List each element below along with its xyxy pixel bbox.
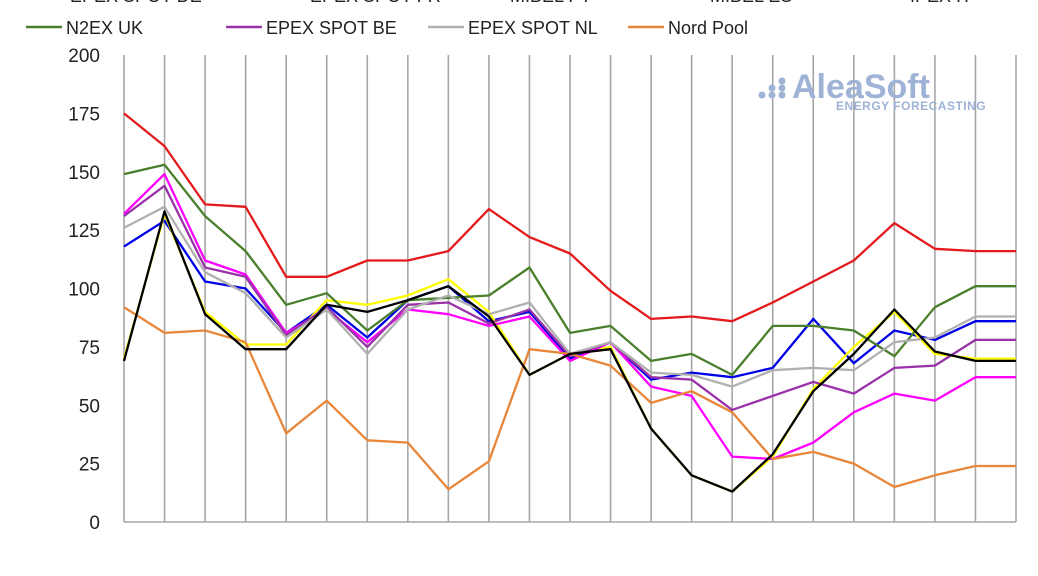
legend-label: Nord Pool bbox=[668, 18, 748, 38]
logo-sub-text: ENERGY FORECASTING bbox=[836, 99, 986, 113]
legend-label: EPEX SPOT BE bbox=[266, 18, 397, 38]
y-tick-label: 125 bbox=[68, 221, 100, 242]
legend-label: EPEX SPOT NL bbox=[468, 18, 598, 38]
aleasoft-logo: AleaSoft ENERGY FORECASTING bbox=[758, 68, 986, 113]
legend-partial-label: MIBEL PT bbox=[510, 0, 591, 6]
legend-label: N2EX UK bbox=[66, 18, 143, 38]
legend: N2EX UK EPEX SPOT BE EPEX SPOT NL Nord Pool bbox=[26, 18, 748, 38]
series-line bbox=[123, 184, 1016, 412]
series-line bbox=[123, 219, 1016, 381]
series-line bbox=[123, 172, 1016, 461]
y-tick-label: 25 bbox=[79, 455, 100, 476]
legend-partial-label: EPEX SPOT FR bbox=[310, 0, 441, 6]
y-tick-label: 175 bbox=[68, 104, 100, 125]
y-tick-label: 150 bbox=[68, 163, 100, 184]
y-axis: 0 25 50 75 100 125 150 175 200 bbox=[68, 46, 100, 534]
y-tick-label: 75 bbox=[79, 338, 100, 359]
legend-partial-row: EPEX SPOT DE EPEX SPOT FR MIBEL PT MIBEL ES… bbox=[70, 0, 972, 6]
y-tick-label: 0 bbox=[89, 513, 100, 534]
y-tick-label: 200 bbox=[68, 46, 100, 67]
logo-main-text: AleaSoft bbox=[792, 68, 930, 106]
series-line bbox=[122, 210, 1016, 493]
grid bbox=[123, 55, 1017, 523]
legend-partial-label: EPEX SPOT DE bbox=[70, 0, 202, 6]
legend-partial-label: MIBEL ES bbox=[710, 0, 792, 6]
series-layer bbox=[122, 112, 1016, 493]
y-tick-label: 100 bbox=[68, 280, 100, 301]
series-line bbox=[123, 112, 1016, 323]
legend-partial-label: IPEX IT bbox=[910, 0, 972, 6]
y-tick-label: 50 bbox=[79, 396, 100, 417]
